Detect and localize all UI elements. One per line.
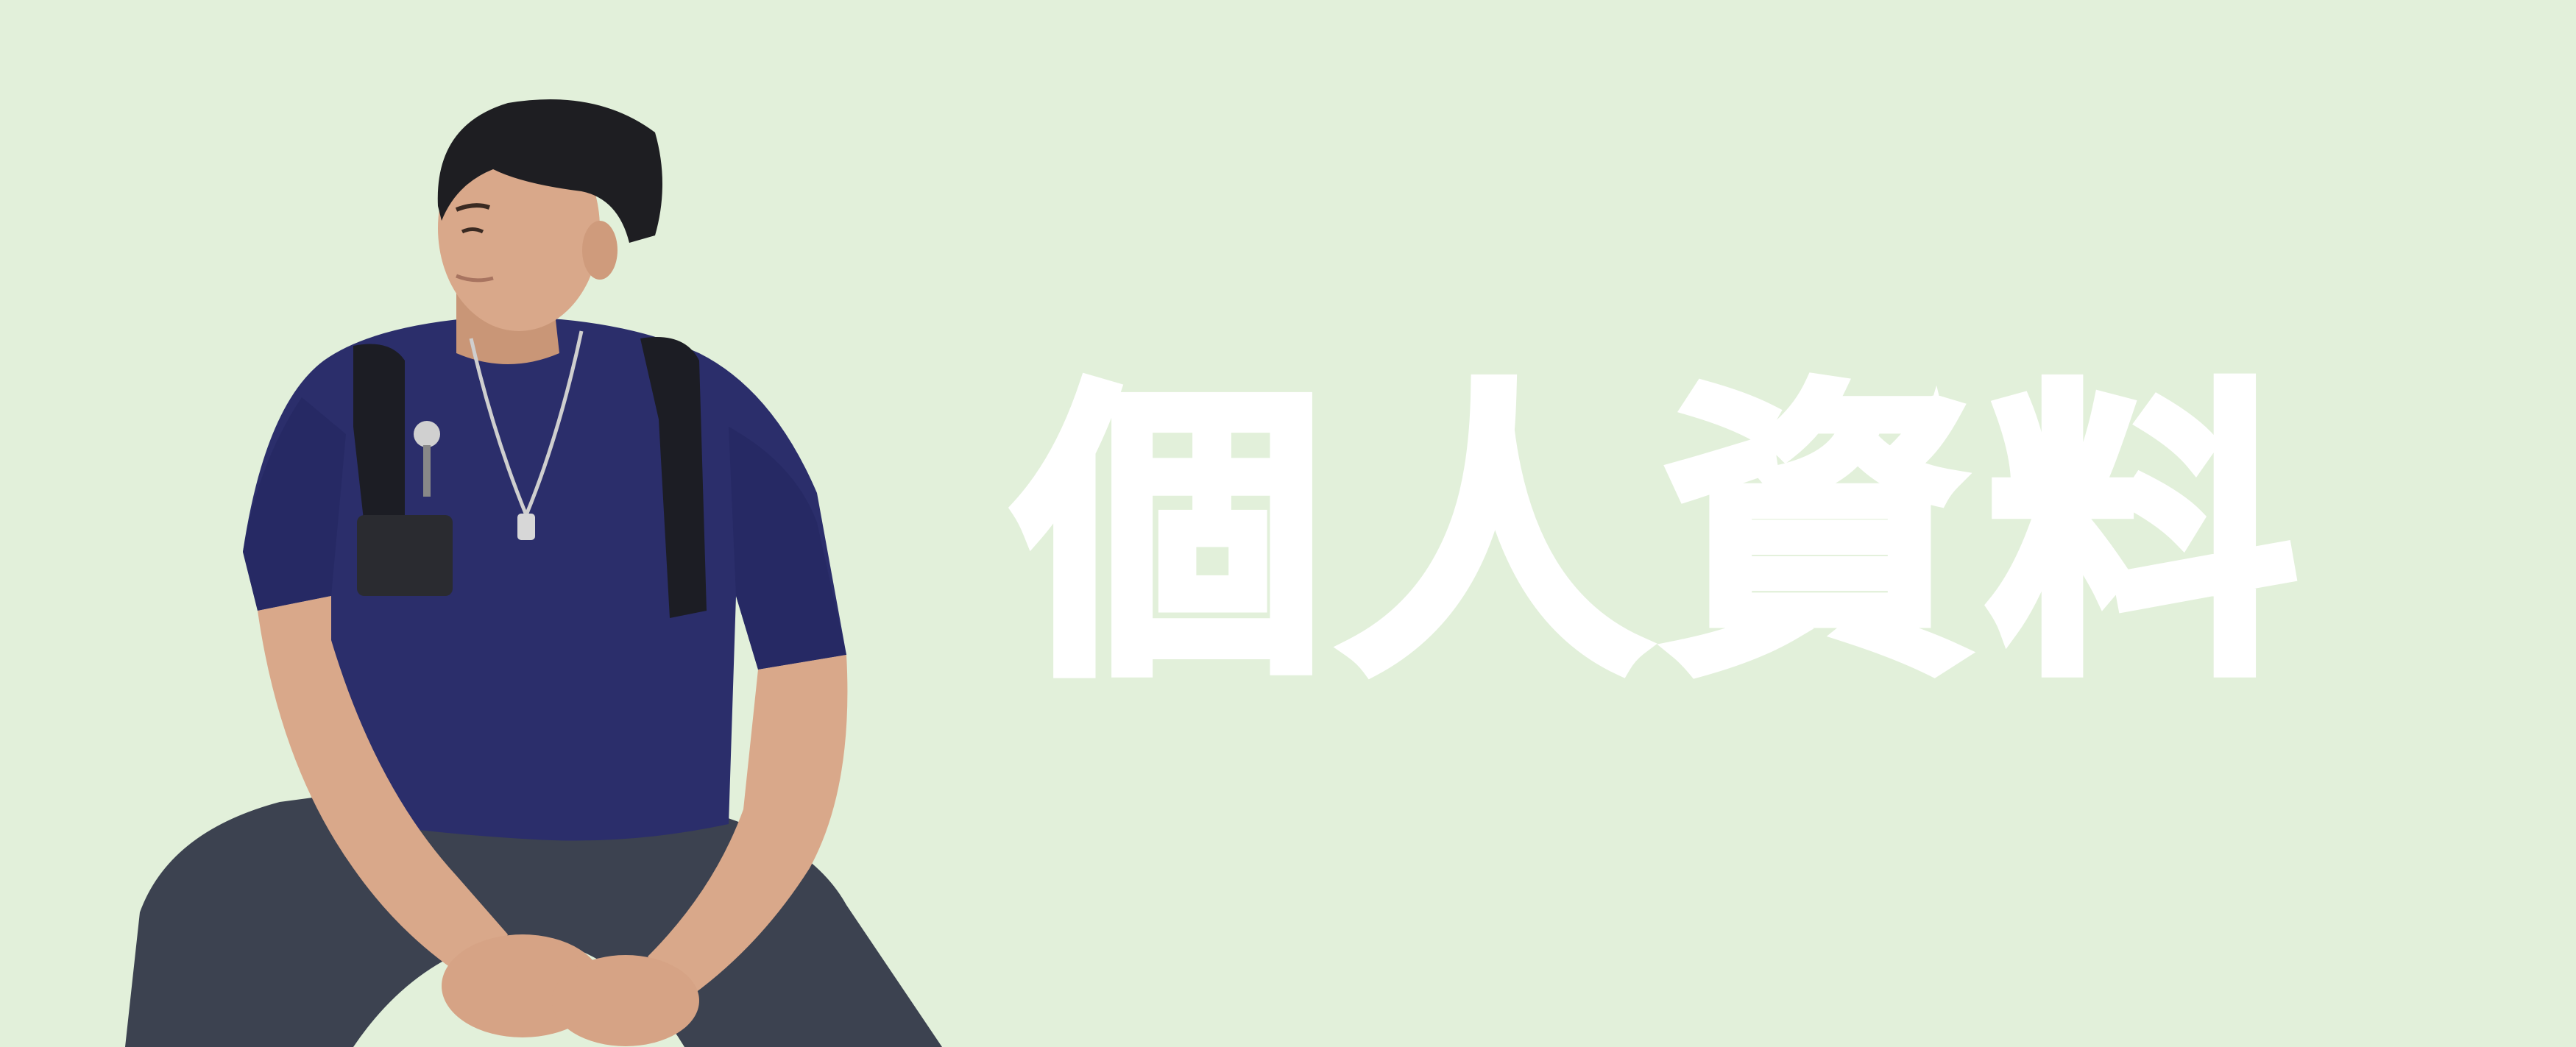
person-photo-icon: [110, 81, 957, 1047]
page-title: 個人資料: [1011, 352, 2311, 722]
